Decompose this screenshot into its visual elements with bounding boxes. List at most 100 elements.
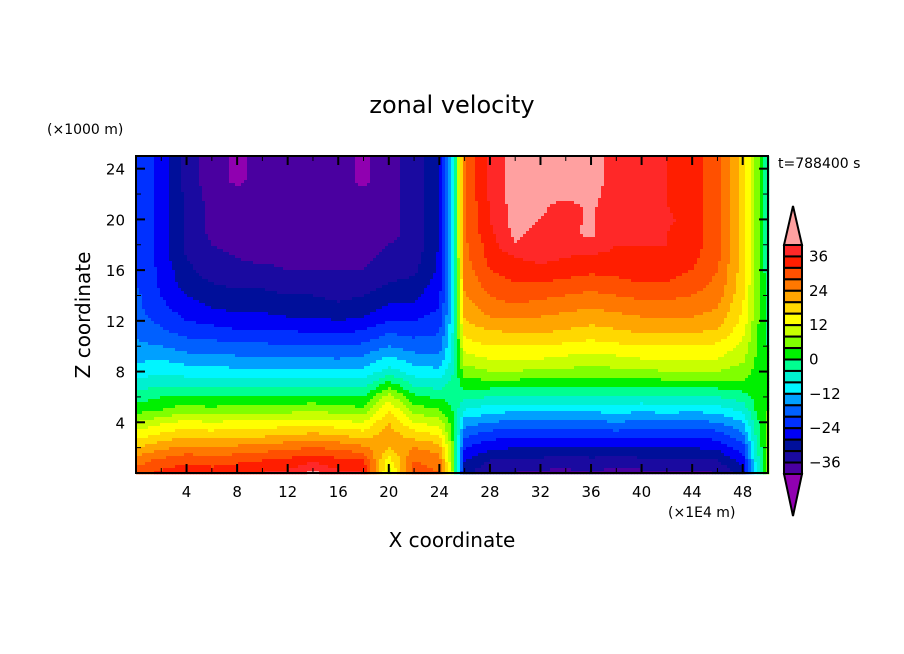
field-cell xyxy=(139,216,143,220)
field-cell xyxy=(667,201,671,205)
field-cell xyxy=(331,189,335,193)
field-cell xyxy=(490,174,494,178)
field-cell xyxy=(460,189,464,193)
field-cell xyxy=(508,222,512,226)
field-cell xyxy=(574,207,578,211)
field-cell xyxy=(436,159,440,163)
field-cell xyxy=(346,225,350,229)
field-cell xyxy=(190,177,194,181)
field-cell xyxy=(667,213,671,217)
field-cell xyxy=(382,162,386,166)
field-cell xyxy=(313,183,317,187)
field-cell xyxy=(217,189,221,193)
field-cell xyxy=(316,204,320,208)
field-cell xyxy=(340,156,344,160)
field-cell xyxy=(280,171,284,175)
field-cell xyxy=(577,204,581,208)
field-cell xyxy=(715,168,719,172)
field-cell xyxy=(451,174,455,178)
field-cell xyxy=(277,213,281,217)
field-cell xyxy=(208,174,212,178)
field-cell xyxy=(445,180,449,184)
field-cell xyxy=(712,186,716,190)
field-cell xyxy=(646,198,650,202)
field-cell xyxy=(466,162,470,166)
field-cell xyxy=(298,168,302,172)
field-cell xyxy=(379,177,383,181)
field-cell xyxy=(499,180,503,184)
field-cell xyxy=(397,225,401,229)
field-cell xyxy=(703,174,707,178)
field-cell xyxy=(277,180,281,184)
field-cell xyxy=(601,183,605,187)
field-cell xyxy=(565,207,569,211)
field-cell xyxy=(301,225,305,229)
field-cell xyxy=(283,168,287,172)
field-cell xyxy=(550,165,554,169)
field-cell xyxy=(478,198,482,202)
field-cell xyxy=(193,195,197,199)
field-cell xyxy=(661,165,665,169)
field-cell xyxy=(595,213,599,217)
field-cell xyxy=(169,156,173,160)
field-cell xyxy=(325,174,329,178)
field-cell xyxy=(724,171,728,175)
field-cell xyxy=(607,186,611,190)
field-cell xyxy=(358,195,362,199)
field-cell xyxy=(376,156,380,160)
field-cell xyxy=(658,207,662,211)
field-cell xyxy=(274,168,278,172)
field-cell xyxy=(571,156,575,160)
field-cell xyxy=(622,207,626,211)
field-cell xyxy=(256,225,260,229)
field-cell xyxy=(583,195,587,199)
field-cell xyxy=(139,165,143,169)
field-cell xyxy=(292,177,296,181)
field-cell xyxy=(349,195,353,199)
field-cell xyxy=(568,171,572,175)
field-cell xyxy=(325,165,329,169)
field-cell xyxy=(613,162,617,166)
field-cell xyxy=(235,192,239,196)
field-cell xyxy=(586,177,590,181)
field-cell xyxy=(154,168,158,172)
field-cell xyxy=(493,186,497,190)
field-cell xyxy=(184,177,188,181)
field-cell xyxy=(238,156,242,160)
field-cell xyxy=(304,186,308,190)
field-cell xyxy=(142,210,146,214)
field-cell xyxy=(328,213,332,217)
field-cell xyxy=(667,180,671,184)
field-cell xyxy=(256,183,260,187)
field-cell xyxy=(565,162,569,166)
field-cell xyxy=(190,195,194,199)
field-cell xyxy=(562,204,566,208)
field-cell xyxy=(364,180,368,184)
field-cell xyxy=(697,222,701,226)
field-cell xyxy=(610,180,614,184)
field-cell xyxy=(523,183,527,187)
field-cell xyxy=(721,186,725,190)
field-cell xyxy=(604,222,608,226)
field-cell xyxy=(478,195,482,199)
field-cell xyxy=(154,171,158,175)
field-cell xyxy=(526,219,530,223)
field-cell xyxy=(226,222,230,226)
field-cell xyxy=(151,201,155,205)
field-cell xyxy=(739,162,743,166)
field-cell xyxy=(610,207,614,211)
field-cell xyxy=(718,174,722,178)
field-cell xyxy=(454,159,458,163)
field-cell xyxy=(517,210,521,214)
field-cell xyxy=(181,219,185,223)
field-cell xyxy=(292,156,296,160)
field-cell xyxy=(610,195,614,199)
field-cell xyxy=(145,207,149,211)
field-cell xyxy=(451,180,455,184)
field-cell xyxy=(520,222,524,226)
field-cell xyxy=(238,222,242,226)
contour-field xyxy=(136,156,770,475)
field-cell xyxy=(760,156,764,160)
field-cell xyxy=(349,192,353,196)
field-cell xyxy=(628,159,632,163)
